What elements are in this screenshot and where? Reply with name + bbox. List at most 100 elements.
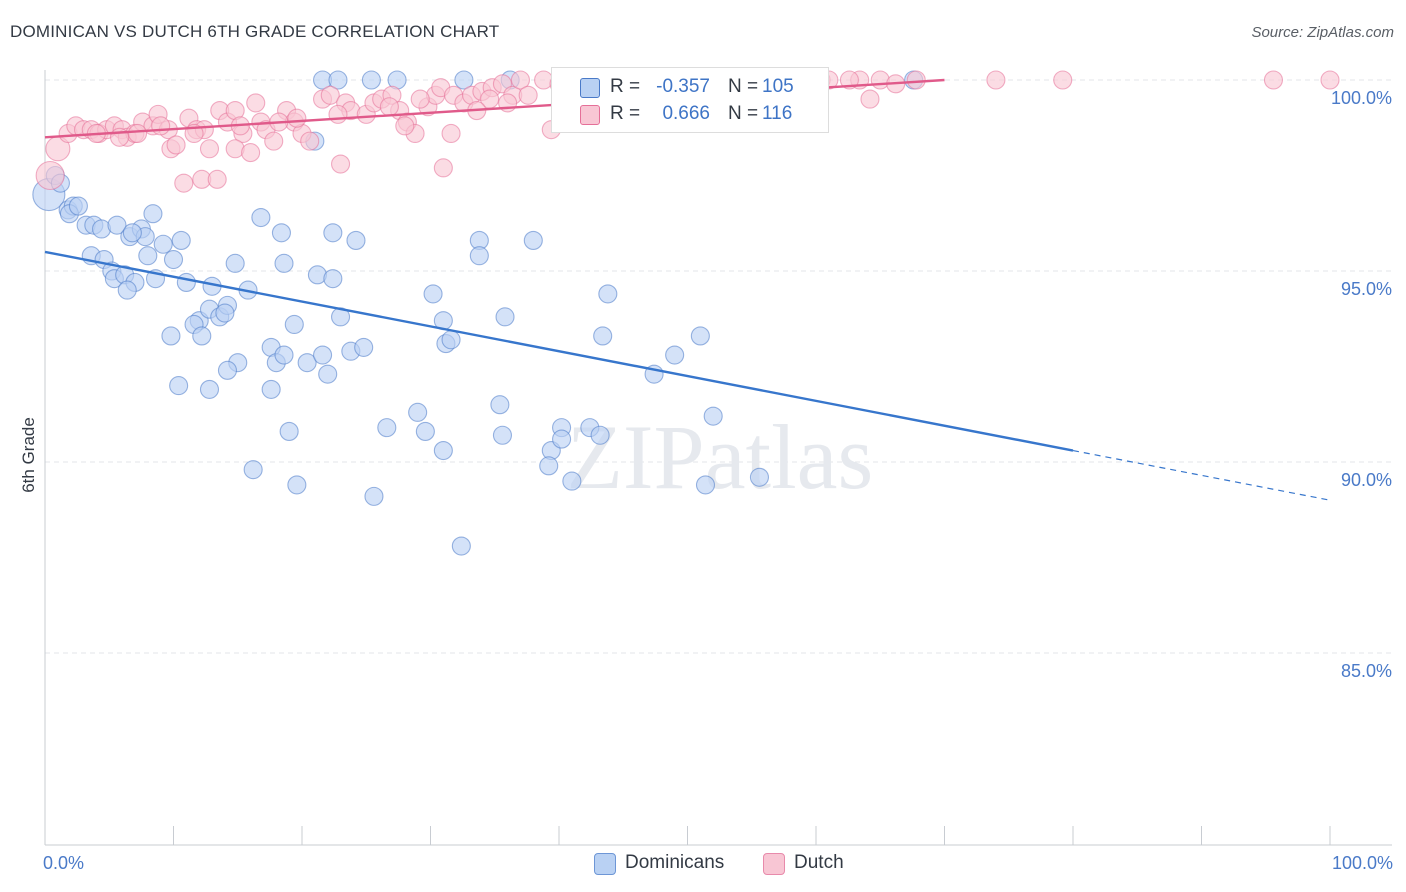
dominicans-point bbox=[346, 230, 366, 250]
dominicans-point bbox=[454, 70, 474, 90]
dominicans-point bbox=[590, 425, 610, 445]
dutch-point bbox=[35, 160, 65, 191]
dominicans-point bbox=[441, 330, 461, 350]
dutch-point bbox=[839, 70, 859, 90]
dutch-point bbox=[151, 116, 171, 136]
dominicans-point bbox=[415, 421, 435, 441]
dominicans-point bbox=[243, 460, 263, 480]
dominicans-point bbox=[665, 345, 685, 365]
dominicans-point bbox=[490, 395, 510, 415]
dutch-point bbox=[510, 70, 531, 90]
dominicans-point bbox=[122, 223, 142, 243]
dominicans-point bbox=[749, 467, 770, 487]
dominicans-point bbox=[176, 272, 196, 293]
dutch-point bbox=[300, 131, 320, 151]
dominicans-point bbox=[695, 475, 716, 495]
dominicans-point bbox=[552, 429, 572, 449]
dominicans-point bbox=[423, 284, 443, 304]
dutch-point bbox=[166, 135, 186, 155]
legend-r-label: R = bbox=[610, 76, 641, 97]
x-tick-label-min: 0.0% bbox=[43, 853, 84, 873]
dominicans-point bbox=[287, 475, 307, 495]
dominicans-point bbox=[274, 253, 294, 273]
legend-row-dutch: R = 0.666 N = 116 bbox=[552, 102, 828, 128]
legend-n-value: 105 bbox=[762, 76, 794, 97]
dutch-point bbox=[1263, 70, 1284, 90]
dominicans-point bbox=[323, 269, 343, 289]
dominicans-point bbox=[377, 418, 397, 438]
dutch-point bbox=[246, 93, 266, 113]
legend-swatch-dominicans bbox=[594, 853, 616, 875]
dominicans-point bbox=[354, 337, 374, 357]
dutch-point bbox=[207, 169, 227, 189]
dominicans-point bbox=[68, 196, 88, 216]
dominicans-point bbox=[251, 207, 271, 228]
dominicans-point bbox=[261, 379, 281, 399]
dominicans-point bbox=[451, 536, 471, 556]
y-axis-title: 6th Grade bbox=[19, 417, 38, 493]
dutch-point bbox=[174, 173, 194, 193]
dutch-point bbox=[328, 104, 348, 124]
dominicans-point bbox=[138, 246, 158, 266]
y-tick-label: 85.0% bbox=[1341, 661, 1392, 681]
legend-swatch-dutch bbox=[580, 105, 600, 125]
dominicans-point bbox=[274, 345, 294, 365]
legend-label-dutch: Dutch bbox=[794, 852, 844, 873]
dominicans-point bbox=[313, 345, 333, 365]
dominicans-point bbox=[163, 249, 184, 270]
legend-row-dominicans: R = -0.357 N = 105 bbox=[552, 75, 828, 101]
legend-r-label: R = bbox=[610, 103, 641, 124]
series-legend: Dominicans Dutch bbox=[0, 852, 1406, 878]
dominicans-point bbox=[593, 326, 613, 346]
dutch-point bbox=[330, 154, 351, 174]
dominicans-point bbox=[161, 326, 181, 346]
dutch-point bbox=[906, 70, 926, 90]
dominicans-point bbox=[598, 284, 618, 304]
dutch-point bbox=[127, 123, 148, 144]
dutch-point bbox=[441, 123, 461, 144]
dominicans-point bbox=[271, 223, 291, 243]
source-label: Source: ZipAtlas.com bbox=[1251, 24, 1394, 41]
dominicans-point bbox=[169, 376, 189, 396]
dutch-point bbox=[320, 85, 340, 105]
dutch-point bbox=[395, 116, 415, 136]
dominicans-point bbox=[279, 421, 299, 441]
dominicans-point bbox=[323, 223, 343, 243]
dominicans-point bbox=[328, 70, 348, 90]
dominicans-point bbox=[433, 440, 453, 461]
dominicans-point bbox=[361, 70, 381, 90]
dutch-point bbox=[199, 139, 220, 159]
dominicans-trend-extension bbox=[1072, 449, 1331, 501]
legend-r-value: -0.357 bbox=[656, 76, 710, 97]
dutch-point bbox=[518, 85, 538, 105]
y-tick-label: 95.0% bbox=[1341, 279, 1392, 299]
dominicans-point bbox=[192, 326, 212, 346]
legend-n-label: N = bbox=[728, 76, 759, 97]
dominicans-point bbox=[408, 402, 428, 422]
dominicans-point bbox=[117, 280, 137, 300]
grid-lines bbox=[45, 79, 1392, 654]
dominicans-point bbox=[364, 486, 384, 506]
y-tick-label: 90.0% bbox=[1341, 470, 1392, 490]
legend-n-label: N = bbox=[728, 103, 759, 124]
dutch-point bbox=[860, 89, 880, 109]
dutch-point bbox=[264, 131, 284, 151]
dominicans-point bbox=[143, 204, 163, 224]
dominicans-point bbox=[492, 425, 513, 445]
dutch-point bbox=[287, 108, 307, 128]
dominicans-point bbox=[562, 471, 582, 491]
dominicans-point bbox=[199, 379, 220, 399]
dominicans-point bbox=[217, 360, 238, 380]
watermark: ZIPatlas bbox=[567, 406, 874, 508]
dominicans-point bbox=[171, 230, 191, 250]
legend-swatch-dutch bbox=[763, 853, 785, 875]
y-tick-label: 100.0% bbox=[1331, 88, 1392, 108]
dutch-point bbox=[410, 89, 430, 109]
dutch-point bbox=[1320, 70, 1340, 90]
dominicans-point bbox=[495, 307, 515, 327]
dominicans-point bbox=[107, 215, 127, 235]
legend-r-value: 0.666 bbox=[662, 103, 710, 124]
dominicans-point bbox=[153, 234, 173, 254]
dominicans-point bbox=[297, 353, 317, 373]
